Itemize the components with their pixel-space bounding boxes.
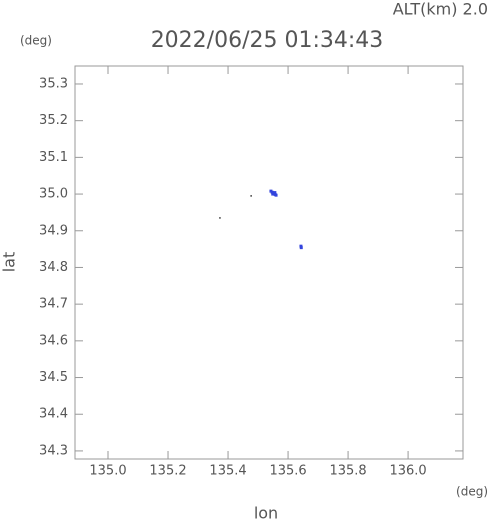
x-axis-label: lon (254, 504, 278, 521)
y-axis-label: lat (0, 252, 19, 273)
point (271, 192, 275, 196)
x-tick-label: 135.6 (269, 464, 306, 479)
plot-frame (74, 65, 464, 460)
point (250, 195, 252, 197)
point (219, 217, 221, 219)
y-tick-label: 35.2 (39, 113, 68, 128)
x-tick-label: 135.0 (89, 464, 126, 479)
y-tick-label: 34.4 (39, 407, 68, 422)
chart-title: 2022/06/25 01:34:43 (151, 28, 384, 53)
x-tick-label: 135.8 (329, 464, 366, 479)
x-tick-label: 135.4 (209, 464, 246, 479)
y-unit: (deg) (20, 34, 52, 48)
x-tick-label: 136.0 (389, 464, 426, 479)
point (299, 246, 303, 250)
y-tick-label: 34.5 (39, 370, 68, 385)
x-tick-label: 135.2 (149, 464, 186, 479)
x-unit: (deg) (456, 485, 488, 499)
point (273, 191, 277, 195)
point (274, 193, 278, 197)
y-tick-label: 35.0 (39, 187, 68, 202)
y-tick-label: 34.6 (39, 333, 68, 348)
y-tick-label: 34.8 (39, 260, 68, 275)
y-tick-label: 34.3 (39, 443, 68, 458)
y-tick-label: 35.3 (39, 76, 68, 91)
y-tick-label: 34.9 (39, 223, 68, 238)
y-tick-label: 35.1 (39, 150, 68, 165)
annotation: ALT(km) 2.0 (393, 0, 488, 19)
y-tick-label: 34.7 (39, 297, 68, 312)
